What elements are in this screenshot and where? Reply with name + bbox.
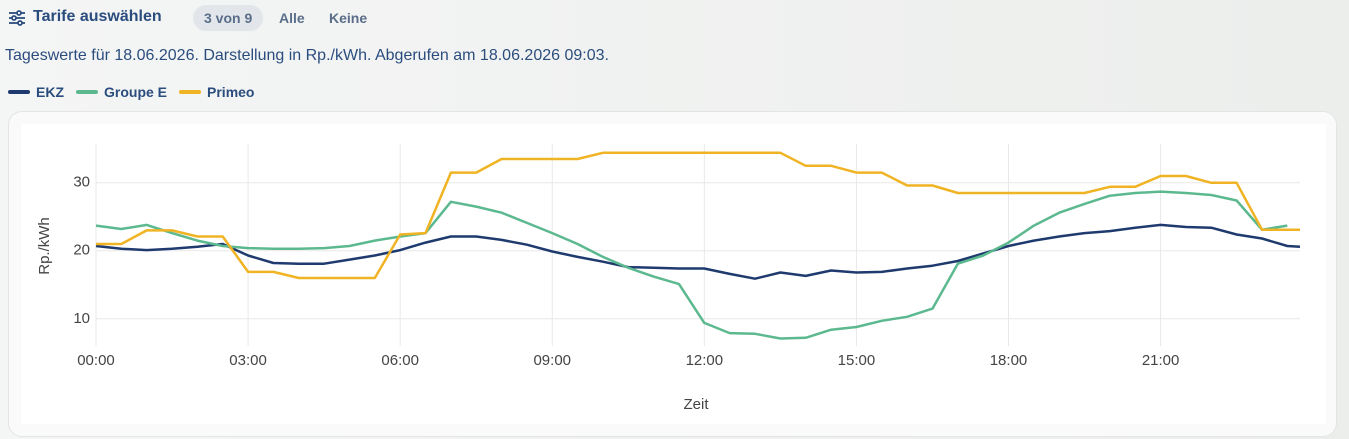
- selection-count[interactable]: 3 von 9: [193, 5, 264, 31]
- select-all[interactable]: Alle: [279, 10, 305, 26]
- series-line: [95, 190, 1288, 340]
- chart-card: Zeit Rp./kWh 10 20 30 00:00 03:00 06:00 09:00 1…: [8, 111, 1337, 437]
- toolbar-title[interactable]: Tarife auswählen: [33, 8, 162, 25]
- select-none[interactable]: Keine: [329, 10, 368, 26]
- x-tick-label: 00:00: [77, 352, 115, 369]
- y-tick-label: 20: [73, 242, 90, 259]
- x-tick-label: 15:00: [838, 352, 876, 369]
- legend-item[interactable]: Groupe E: [76, 84, 167, 100]
- x-tick-label: 06:00: [381, 352, 419, 369]
- series-line: [96, 151, 1300, 280]
- filter-icon[interactable]: [8, 10, 26, 26]
- y-tick-label: 30: [73, 174, 90, 191]
- x-tick-label: 12:00: [686, 352, 724, 369]
- x-tick-label: 09:00: [533, 352, 571, 369]
- legend-swatch: [179, 90, 202, 94]
- legend-swatch: [8, 90, 30, 94]
- legend-label: EKZ: [36, 84, 64, 100]
- x-tick-label: 21:00: [1142, 352, 1180, 369]
- legend-label: Groupe E: [104, 84, 168, 100]
- y-tick-label: 10: [73, 310, 90, 327]
- legend-item[interactable]: EKZ: [8, 84, 64, 100]
- plot-background: [21, 124, 1326, 424]
- info-text: Tageswerte für 18.06.2026. Darstellung i…: [5, 47, 609, 64]
- x-axis-title: Zeit: [683, 396, 709, 413]
- x-tick-label: 03:00: [229, 352, 267, 369]
- legend: EKZ Groupe E Primeo: [8, 84, 254, 100]
- legend-label: Primeo: [207, 84, 255, 100]
- chart: Zeit Rp./kWh 10 20 30 00:00 03:00 06:00 09:00 1…: [21, 124, 1326, 424]
- series-line: [95, 223, 1301, 280]
- y-axis-title: Rp./kWh: [36, 217, 53, 275]
- legend-swatch: [76, 90, 98, 94]
- x-tick-label: 18:00: [990, 352, 1028, 369]
- legend-item[interactable]: Primeo: [179, 84, 254, 100]
